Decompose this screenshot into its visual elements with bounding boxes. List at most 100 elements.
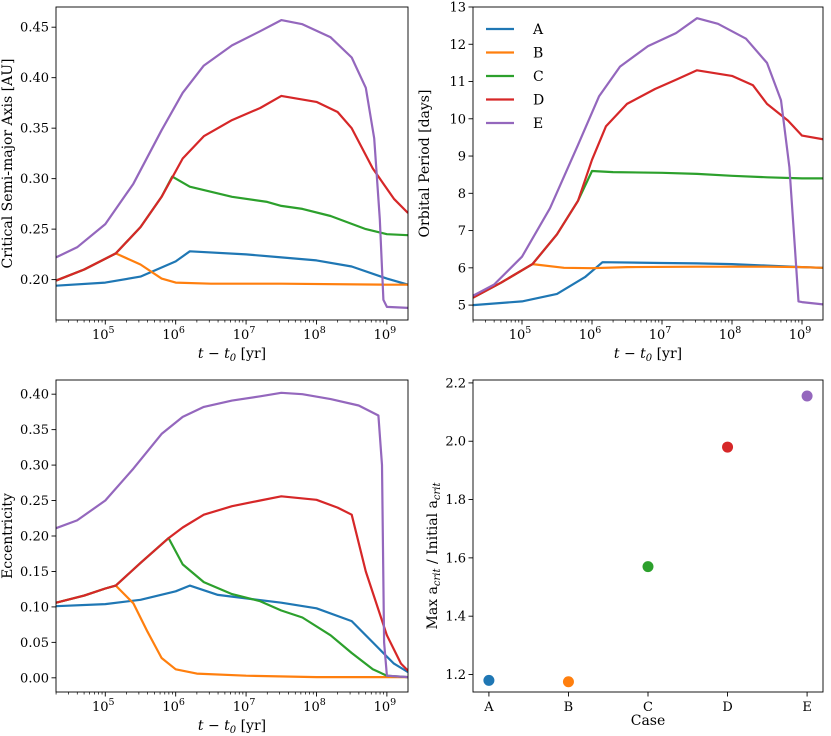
x-tick-label: 105 (509, 325, 532, 343)
y-tick-label: 11 (449, 75, 466, 90)
x-tick-exponent: 5 (109, 697, 115, 708)
x-tick-base: 10 (374, 700, 391, 715)
y-label-sub2: crit (432, 482, 443, 501)
legend-label-A: A (532, 22, 544, 38)
x-tick-exponent: 9 (390, 325, 396, 336)
x-tick-exponent: 7 (249, 697, 255, 708)
x-tick-base: 10 (162, 700, 179, 715)
y-tick-label: 0.35 (20, 122, 49, 137)
x-tick-exponent: 5 (525, 325, 531, 336)
x-tick-exponent: 7 (665, 325, 671, 336)
x-tick-label-A: A (483, 700, 494, 715)
x-tick-exponent: 8 (320, 325, 326, 336)
y-axis-label: Max acrit / Initial acrit (425, 482, 443, 630)
y-tick-label: 0.25 (20, 223, 49, 238)
x-tick-label-B: B (564, 700, 574, 715)
x-tick-label: 107 (233, 325, 256, 343)
series-line-A (56, 250, 408, 287)
y-axis-label: Orbital Period [days] (417, 90, 433, 238)
x-tick-base: 10 (233, 700, 250, 715)
y-axis-label: Critical Semi-major Axis [AU] (0, 59, 16, 269)
y-tick-label: 7 (458, 224, 466, 239)
x-tick-label: 105 (92, 325, 115, 343)
x-axis-label-sub: 0 (646, 353, 653, 364)
y-tick-label: 0.30 (20, 172, 49, 187)
panel-eccentricity: 105 106 107 108 1090.000.050.100.150.200.250… (0, 379, 409, 736)
y-tick-label: 0.45 (20, 21, 49, 36)
legend-label-B: B (533, 46, 543, 62)
y-tick-label: 8 (458, 187, 466, 202)
x-tick-exponent: 6 (179, 697, 185, 708)
x-axis-label: t − t0 [yr] (198, 346, 266, 364)
y-label-mid: / Initial a (425, 500, 441, 568)
x-tick-label: 108 (719, 325, 742, 343)
x-tick-base: 10 (649, 328, 666, 343)
series-line-E (473, 17, 823, 306)
y-tick-label: 0.25 (20, 494, 49, 509)
y-tick-label: 1.4 (445, 610, 466, 625)
x-tick-label: 109 (374, 325, 397, 343)
y-tick-label: 0.35 (20, 423, 49, 438)
x-tick-label: 107 (233, 697, 256, 715)
panel-critical-semi-major-axis: 105 106 107 108 1090.200.250.300.350.400.45t… (0, 6, 409, 364)
y-label-sub1: crit (432, 568, 443, 587)
x-tick-label-C: C (643, 700, 653, 715)
x-tick-label: 105 (92, 697, 115, 715)
y-axis-label: Eccentricity (0, 493, 16, 579)
x-axis-label: Case (631, 713, 666, 729)
y-tick-label: 0.40 (20, 71, 49, 86)
y-tick-label: 6 (458, 261, 466, 276)
x-axis-label-prefix: t − t (198, 718, 230, 734)
x-tick-base: 10 (92, 700, 109, 715)
y-tick-label: 1.6 (445, 551, 466, 566)
series-line-E (56, 391, 408, 679)
x-axis-label-suffix: [yr] (652, 346, 682, 362)
x-tick-exponent: 9 (390, 697, 396, 708)
y-tick-label: 2.0 (445, 435, 466, 450)
axes-frame (472, 379, 824, 693)
series-group (56, 19, 408, 309)
x-axis-label: t − t0 [yr] (614, 346, 682, 364)
x-tick-exponent: 8 (735, 325, 741, 336)
x-tick-label: 107 (649, 325, 672, 343)
series-line-E (56, 19, 408, 309)
x-tick-label: 108 (303, 697, 326, 715)
data-point-C (642, 561, 654, 573)
x-tick-exponent: 5 (109, 325, 115, 336)
x-tick-label: 106 (162, 697, 185, 715)
series-group (56, 391, 408, 679)
y-tick-label: 0.00 (20, 671, 49, 686)
data-point-B (562, 676, 574, 688)
series-group (473, 17, 823, 307)
y-tick-label: 1.2 (445, 668, 466, 683)
data-point-E (801, 390, 813, 402)
x-tick-base: 10 (92, 328, 109, 343)
x-tick-base: 10 (303, 700, 320, 715)
x-tick-label: 108 (303, 325, 326, 343)
legend-label-D: D (533, 93, 544, 109)
x-tick-label-D: D (722, 700, 732, 715)
x-axis-label-sub: 0 (230, 353, 237, 364)
y-tick-label: 0.30 (20, 459, 49, 474)
y-tick-label: 10 (449, 112, 466, 127)
x-axis-label-suffix: [yr] (236, 346, 266, 362)
y-tick-label: 0.10 (20, 600, 49, 615)
series-line-D (473, 69, 823, 299)
y-tick-label: 5 (458, 299, 466, 314)
y-tick-label: 13 (449, 1, 466, 16)
x-tick-base: 10 (789, 328, 806, 343)
x-tick-label-E: E (802, 700, 812, 715)
x-axis-label-suffix: [yr] (236, 718, 266, 734)
x-tick-base: 10 (303, 328, 320, 343)
legend-label-E: E (533, 116, 543, 132)
x-tick-exponent: 7 (249, 325, 255, 336)
y-tick-label: 1.8 (445, 493, 466, 508)
x-tick-base: 10 (579, 328, 596, 343)
y-label-prefix: Max a (425, 586, 441, 629)
x-tick-base: 10 (233, 328, 250, 343)
series-line-B (56, 584, 408, 679)
axes-frame (55, 379, 409, 693)
